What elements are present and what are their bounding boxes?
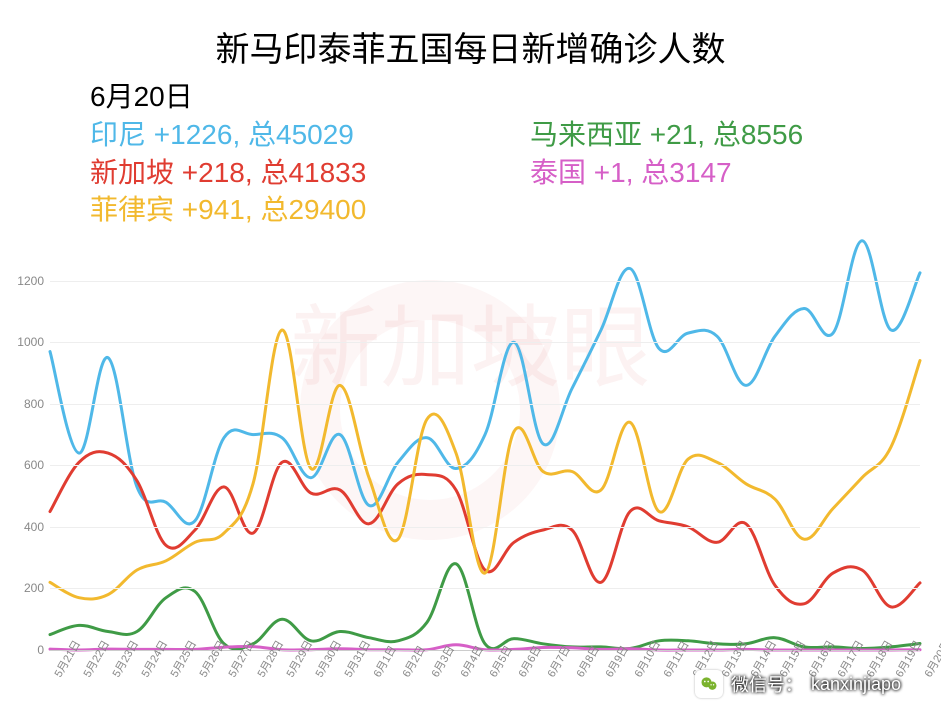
y-tick: 0 — [37, 643, 44, 657]
series-malaysia — [50, 564, 920, 650]
gridline — [50, 342, 920, 343]
y-tick: 1200 — [17, 274, 44, 288]
legend-row-singapore: 新加坡 +218, 总41833 — [90, 154, 366, 192]
legend-row-indonesia: 印尼 +1226, 总45029 — [90, 116, 366, 154]
plot-area — [50, 250, 920, 650]
gridline — [50, 281, 920, 282]
chart-title: 新马印泰菲五国每日新增确诊人数 — [0, 22, 941, 71]
legend-row-philippines: 菲律宾 +941, 总29400 — [90, 191, 366, 229]
footer-label: 微信号： — [731, 671, 803, 697]
legend-right-block: 马来西亚 +21, 总8556 泰国 +1, 总3147 — [530, 116, 803, 192]
gridline — [50, 404, 920, 405]
chart-container: 新加坡眼 新马印泰菲五国每日新增确诊人数 6月20日 印尼 +1226, 总45… — [0, 0, 941, 708]
gridline — [50, 465, 920, 466]
y-tick: 800 — [24, 397, 44, 411]
legend-date: 6月20日 — [90, 78, 366, 116]
footer-id: kanxinjiapo — [811, 674, 901, 695]
legend-row-malaysia: 马来西亚 +21, 总8556 — [530, 116, 803, 154]
wechat-icon — [695, 670, 723, 698]
series-singapore — [50, 452, 920, 607]
y-tick: 1000 — [17, 335, 44, 349]
y-tick: 400 — [24, 520, 44, 534]
gridline — [50, 588, 920, 589]
y-tick: 200 — [24, 581, 44, 595]
y-axis: 020040060080010001200 — [0, 250, 48, 650]
gridline — [50, 527, 920, 528]
legend-row-thailand: 泰国 +1, 总3147 — [530, 154, 803, 192]
legend-left-block: 6月20日 印尼 +1226, 总45029 新加坡 +218, 总41833 … — [90, 78, 366, 229]
y-tick: 600 — [24, 458, 44, 472]
lines-svg — [50, 250, 920, 650]
series-indonesia — [50, 241, 920, 524]
footer: 微信号： kanxinjiapo — [695, 670, 901, 698]
